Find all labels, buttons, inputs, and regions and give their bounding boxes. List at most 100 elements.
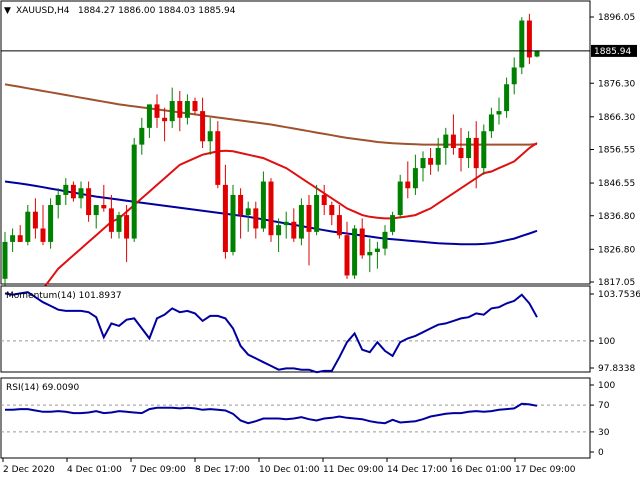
momentum-line — [4, 291, 538, 374]
candle-body — [390, 215, 396, 232]
candle-body — [55, 194, 61, 206]
symbol-header: ▼ XAUUSD,H4 1884.27 1886.00 1884.03 1885… — [4, 6, 236, 16]
candle-body — [443, 134, 449, 148]
candle-body — [215, 131, 221, 185]
candle-body — [108, 208, 114, 232]
candle-body — [511, 67, 517, 85]
candle-body — [63, 184, 69, 195]
candle-body — [10, 235, 16, 242]
candle-body — [473, 137, 479, 169]
candle — [108, 194, 114, 239]
candle-body — [397, 181, 403, 216]
candle — [519, 17, 525, 75]
candle-body — [336, 215, 342, 236]
candle — [526, 13, 532, 65]
candle — [215, 121, 221, 189]
candle-body — [48, 205, 54, 242]
candle-body — [306, 205, 312, 232]
candle — [314, 184, 320, 236]
candle — [124, 205, 130, 263]
momentum-tick-label: 97.8338 — [598, 364, 635, 374]
candle — [443, 127, 449, 165]
candle — [78, 181, 84, 209]
candle-body — [260, 181, 266, 229]
candle-body — [116, 215, 122, 232]
candle — [238, 188, 244, 239]
candle — [131, 137, 137, 242]
candle — [184, 94, 190, 125]
candle-body — [344, 235, 350, 276]
candle — [63, 178, 69, 206]
candle-body — [17, 235, 23, 242]
candle-body — [32, 211, 38, 229]
candle-body — [70, 184, 76, 199]
candle-body — [40, 228, 46, 242]
candle — [55, 188, 61, 219]
collapse-triangle-icon[interactable]: ▼ — [4, 6, 11, 16]
candle — [245, 201, 251, 232]
candle — [450, 114, 456, 155]
candle — [291, 208, 297, 242]
candle-body — [382, 231, 388, 249]
candle-body — [352, 228, 358, 276]
candle — [473, 121, 479, 189]
candle-body — [526, 20, 532, 58]
candle — [207, 117, 213, 155]
candle — [412, 154, 418, 195]
price-tick-label: 1896.05 — [598, 13, 635, 23]
candle-body — [253, 208, 259, 229]
candle — [504, 77, 510, 118]
candle — [222, 164, 228, 259]
current-price-tag: 1885.94 — [591, 44, 637, 57]
time-tick-label: 11 Dec 09:00 — [323, 465, 384, 475]
candle-body — [405, 181, 411, 189]
momentum-title: Momentum(14) 101.8937 — [6, 291, 122, 301]
candle — [344, 221, 350, 279]
momentum-pane: 103.7536 100 97.8338 Momentum(14) 101.8937 — [0, 285, 640, 374]
price-tick-label: 1856.55 — [598, 146, 635, 156]
candle-body — [200, 111, 206, 142]
momentum-tick-label: 100 — [598, 337, 615, 347]
candle-body — [283, 221, 289, 226]
candle — [192, 97, 198, 115]
candle — [17, 225, 23, 242]
rsi-pane: 100 70 30 0 RSI(14) 69.0090 — [0, 377, 615, 459]
time-tick-label: 16 Dec 01:00 — [451, 465, 512, 475]
time-tick-label: 8 Dec 17:00 — [195, 465, 250, 475]
candle — [534, 50, 540, 58]
time-axis: 2 Dec 2020 4 Dec 01:00 7 Dec 09:00 8 Dec 17… — [2, 458, 576, 475]
candle — [276, 218, 282, 252]
candle — [48, 198, 54, 249]
candle — [86, 181, 92, 222]
candle-body — [435, 147, 441, 165]
momentum-axis: 103.7536 100 97.8338 — [1, 290, 640, 374]
candle-body — [374, 248, 380, 252]
candle — [306, 194, 312, 266]
candle-body — [450, 134, 456, 148]
time-tick-label: 17 Dec 09:00 — [515, 465, 576, 475]
candle — [177, 90, 183, 132]
ma-fast-path — [4, 142, 538, 340]
price-tick-label: 1876.30 — [598, 79, 635, 89]
candle-body — [367, 251, 373, 256]
candle-body — [207, 131, 213, 142]
candle — [481, 124, 487, 175]
candle — [146, 104, 152, 138]
rsi-tick-label: 100 — [598, 381, 615, 391]
candle — [154, 94, 160, 128]
candle — [139, 117, 145, 155]
candle-body — [245, 208, 251, 216]
candle — [298, 198, 304, 246]
candlesticks — [2, 13, 540, 286]
candle — [25, 205, 31, 246]
candle — [253, 201, 259, 239]
time-tick-label: 7 Dec 09:00 — [131, 465, 186, 475]
candle-body — [481, 131, 487, 169]
candle-body — [154, 104, 160, 118]
candle-body — [321, 194, 327, 206]
candle — [116, 211, 122, 239]
candle-body — [139, 127, 145, 145]
momentum-tick-label: 103.7536 — [598, 290, 640, 300]
candle — [32, 198, 38, 239]
